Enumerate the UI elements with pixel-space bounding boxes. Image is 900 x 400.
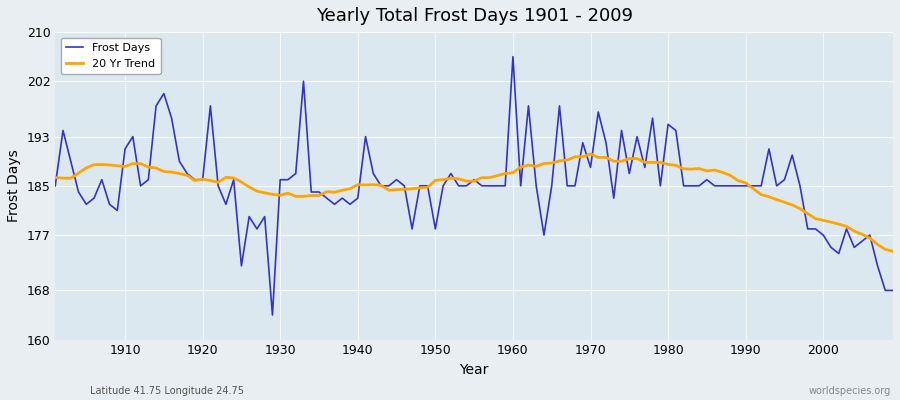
Frost Days xyxy=(112,208,122,213)
Frost Days xyxy=(887,288,898,293)
Frost Days xyxy=(50,184,60,188)
20 Yr Trend xyxy=(112,163,122,168)
Frost Days xyxy=(516,184,526,188)
Text: Latitude 41.75 Longitude 24.75: Latitude 41.75 Longitude 24.75 xyxy=(90,386,244,396)
Line: Frost Days: Frost Days xyxy=(55,57,893,315)
Title: Yearly Total Frost Days 1901 - 2009: Yearly Total Frost Days 1901 - 2009 xyxy=(316,7,633,25)
X-axis label: Year: Year xyxy=(460,363,489,377)
Frost Days xyxy=(291,171,302,176)
20 Yr Trend xyxy=(500,171,510,176)
Legend: Frost Days, 20 Yr Trend: Frost Days, 20 Yr Trend xyxy=(61,38,160,74)
Frost Days xyxy=(523,104,534,108)
Text: worldspecies.org: worldspecies.org xyxy=(809,386,891,396)
Frost Days xyxy=(337,196,347,200)
20 Yr Trend xyxy=(329,190,340,195)
Y-axis label: Frost Days: Frost Days xyxy=(7,150,21,222)
Frost Days xyxy=(616,128,627,133)
Line: 20 Yr Trend: 20 Yr Trend xyxy=(55,154,893,251)
Frost Days xyxy=(508,54,518,59)
20 Yr Trend xyxy=(283,191,293,196)
Frost Days xyxy=(267,313,278,318)
20 Yr Trend xyxy=(608,159,619,164)
20 Yr Trend xyxy=(508,170,518,175)
20 Yr Trend xyxy=(887,249,898,254)
20 Yr Trend xyxy=(50,175,60,180)
20 Yr Trend xyxy=(585,152,596,156)
